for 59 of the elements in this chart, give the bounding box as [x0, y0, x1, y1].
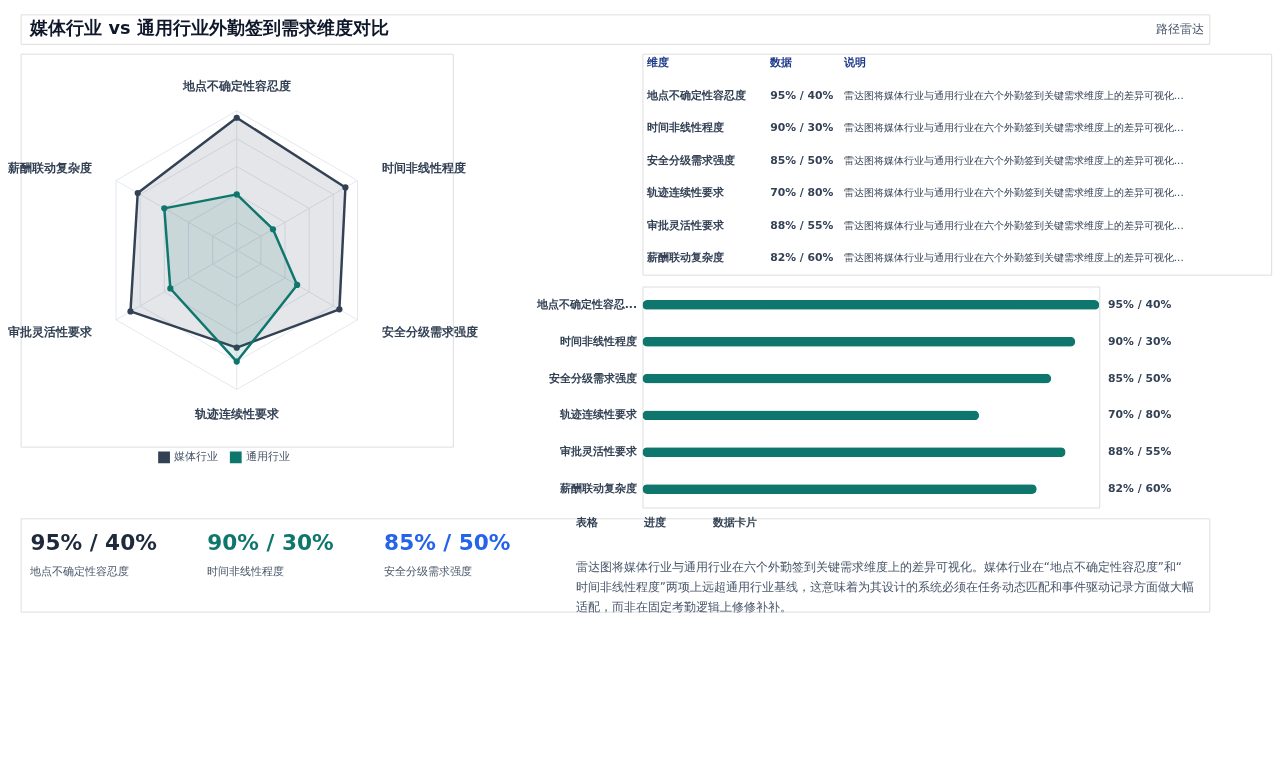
spoke-label: 审批灵活性要求	[7, 325, 93, 340]
text: 雷达图将媒体行业与通用行业在六个外勤签到关键需求维度上的差异可视化...	[843, 250, 1184, 263]
spoke-label: 地点不确定性容忍度	[181, 78, 291, 93]
text: 轨迹连续性要求	[646, 186, 726, 200]
y-tick-label: 轨迹连续性要求	[559, 408, 639, 422]
text: 雷达图将媒体行业与通用行业在六个外勤签到关键需求维度上的差异可视化...	[843, 121, 1184, 134]
text: 媒体行业 vs 通用行业外勤签到需求维度对比	[29, 18, 389, 39]
text: 时间非线性程度	[647, 121, 725, 135]
text: 安全分级需求强度	[647, 153, 736, 167]
text: 维度	[646, 56, 670, 70]
text: 82% / 60%	[770, 250, 834, 264]
text: 数据卡片	[712, 516, 758, 530]
text: 表格	[574, 516, 599, 530]
data-label: 85% / 50%	[1108, 371, 1172, 385]
text: 雷达图将媒体行业与通用行业在六个外勤签到关键需求维度上的差异可视化...	[843, 153, 1184, 166]
data-label: 70% / 80%	[1108, 408, 1172, 422]
text: 85% / 50%	[770, 153, 834, 167]
text: 安全分级需求强度	[384, 565, 473, 579]
spoke-label: 安全分级需求强度	[381, 325, 478, 340]
y-tick-label: 审批灵活性要求	[560, 445, 639, 459]
text: 雷达图将媒体行业与通用行业在六个外勤签到关键需求维度上的差异可视化。媒体行业在“地点不确定性容忍度”和“时间非线性程度”两项上远超通用行业基线，这意味着为其设计的系统必须在任务动态匹配和事件驱动记录方面做大幅适配，而非在固定考勤逻辑上修修补补。	[575, 560, 1194, 614]
data-label: 90% / 30%	[1108, 334, 1172, 348]
text: 雷达图将媒体行业与通用行业在六个外勤签到关键需求维度上的差异可视化...	[843, 88, 1184, 101]
text: 路径雷达	[1156, 22, 1205, 37]
bar	[642, 410, 980, 421]
text: 地点不确定性容忍度	[29, 565, 130, 579]
data-label: 88% / 55%	[1108, 445, 1172, 459]
bar	[642, 373, 1052, 384]
text: 85% / 50%	[384, 529, 511, 555]
text: 时间非线性程度	[207, 565, 285, 579]
legend-label: 通用行业	[245, 450, 290, 464]
text: 88% / 55%	[770, 218, 834, 232]
text: 雷达图将媒体行业与通用行业在六个外勤签到关键需求维度上的差异可视化...	[843, 218, 1184, 231]
spoke-label: 时间非线性程度	[381, 160, 466, 175]
text: 进度	[643, 516, 667, 530]
data-label: 95% / 40%	[1108, 297, 1172, 311]
spoke-label: 轨迹连续性要求	[193, 407, 280, 422]
text: 90% / 30%	[207, 529, 334, 555]
legend-label: 媒体行业	[173, 450, 218, 464]
text: 地点不确定性容忍度	[646, 88, 747, 102]
text: 审批灵活性要求	[647, 218, 726, 232]
text: 70% / 80%	[770, 186, 834, 200]
y-tick-label: 地点不确定性容忍...	[535, 297, 638, 311]
text: 雷达图将媒体行业与通用行业在六个外勤签到关键需求维度上的差异可视化...	[843, 186, 1184, 199]
text: 说明	[842, 56, 866, 70]
bar	[642, 484, 1037, 495]
text: 95% / 40%	[770, 88, 834, 102]
bar	[642, 336, 1076, 347]
y-tick-label: 薪酬联动复杂度	[559, 482, 638, 496]
spoke-label: 薪酬联动复杂度	[6, 160, 92, 175]
y-tick-label: 时间非线性程度	[560, 334, 638, 348]
text: 数据	[769, 56, 793, 70]
y-tick-label: 安全分级需求强度	[549, 371, 638, 385]
bar	[642, 299, 1100, 310]
text: 薪酬联动复杂度	[646, 250, 725, 264]
text: 95% / 40%	[30, 529, 157, 555]
data-label: 82% / 60%	[1108, 482, 1172, 496]
text: 90% / 30%	[770, 121, 834, 135]
bar	[642, 447, 1066, 458]
